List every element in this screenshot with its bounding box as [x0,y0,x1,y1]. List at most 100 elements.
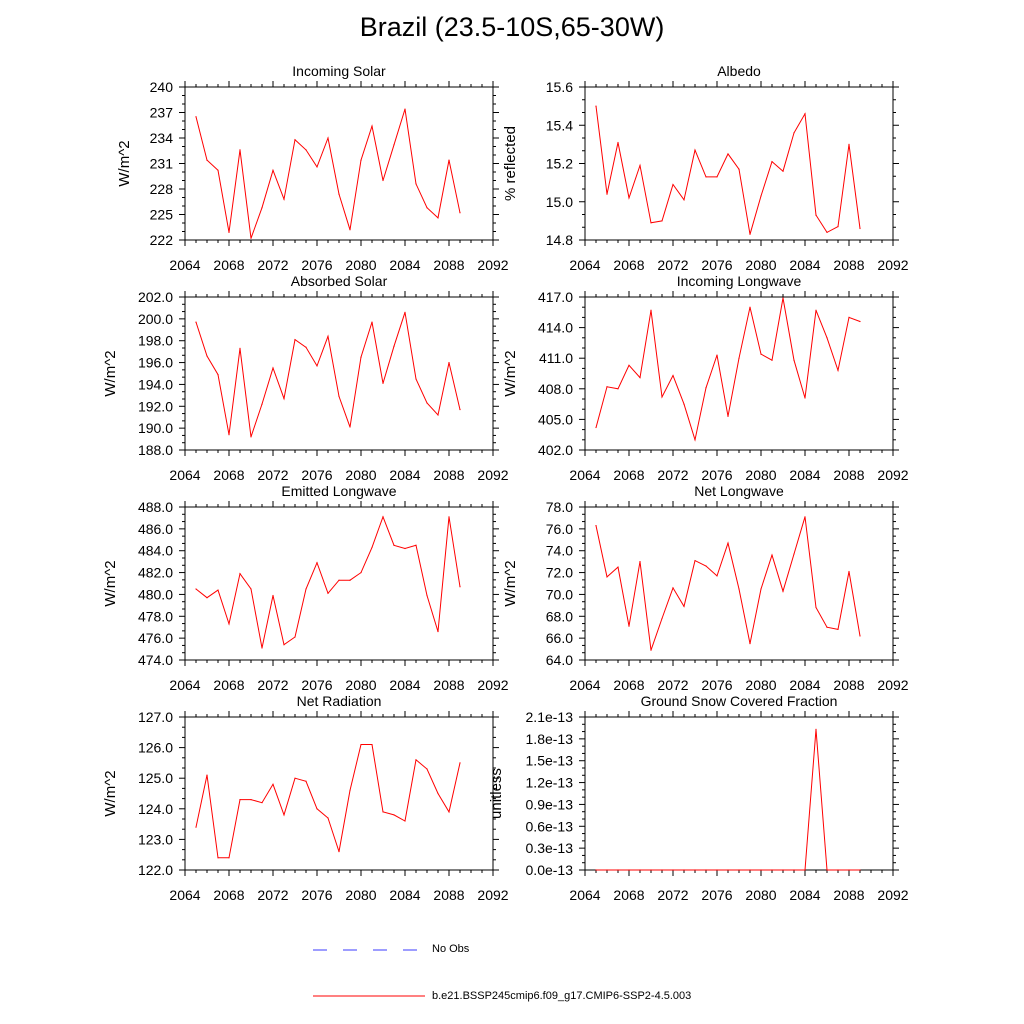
data-point [738,357,740,359]
data-point [749,869,751,871]
panel-emitted-longwave: Emitted Longwave 2064 2068 2072 2076 2080 2084… [102,483,509,693]
y-tick-label: 70.0 [546,586,573,602]
data-point [782,590,784,592]
data-point [338,193,340,195]
x-tick-label: 2080 [745,887,776,903]
x-tick-label: 2092 [477,887,508,903]
x-tick-label: 2080 [345,467,376,483]
x-tick-label: 2064 [169,887,200,903]
y-tick-label: 222 [150,232,174,248]
panel-title: Emitted Longwave [281,483,396,499]
data-point [217,169,219,171]
y-tick-label: 488.0 [138,499,173,515]
panel-title: Albedo [717,63,761,79]
data-point [272,169,274,171]
y-tick-label: 194.0 [138,376,173,392]
y-axis-label: unitless [488,768,505,819]
y-tick-label: 124.0 [138,801,173,817]
x-tick-label: 2088 [833,677,864,693]
data-point [782,297,784,299]
data-point [595,869,597,871]
y-tick-label: 1.5e-13 [526,753,574,769]
data-point [360,743,362,746]
data-point [760,869,762,871]
data-point [437,414,439,416]
x-tick-label: 2080 [745,677,776,693]
y-tick-label: 66.0 [546,630,573,646]
data-point [415,378,417,380]
series-line [195,744,461,859]
data-point [705,565,707,567]
panel-title: Net Longwave [694,483,784,499]
x-tick-label: 2072 [657,677,688,693]
y-tick-label: 64.0 [546,652,573,668]
panel-net-radiation: Net Radiation 2064 2068 2072 2076 2080 2084 208… [102,693,509,903]
y-tick-label: 78.0 [546,499,573,515]
data-point [639,376,641,379]
data-point [316,808,318,810]
y-axis-label: % reflected [502,126,519,201]
y-tick-label: 480.0 [138,586,173,602]
data-point [639,869,641,871]
y-tick-label: 72.0 [546,565,573,581]
data-point [371,321,373,323]
y-axis-label: W/m^2 [102,350,119,396]
data-point [316,365,318,367]
data-point [760,195,762,197]
data-point [404,820,406,822]
data-point [459,212,461,214]
data-point [848,869,850,871]
data-point [815,309,817,311]
data-point [415,544,417,546]
data-point [206,774,208,776]
x-tick-label: 2084 [789,257,820,273]
panel-title: Ground Snow Covered Fraction [641,693,838,709]
series-line [595,516,861,651]
data-point [639,561,641,563]
data-point [650,649,652,651]
data-point [338,579,340,581]
data-point [749,643,751,645]
data-point [228,623,230,625]
y-tick-label: 240 [150,79,174,95]
y-tick-label: 192.0 [138,398,173,414]
data-point [294,777,296,779]
data-point [815,728,817,730]
data-point [639,164,641,167]
x-tick-label: 2064 [569,887,600,903]
y-tick-label: 414.0 [538,320,573,336]
y-tick-label: 417.0 [538,289,573,305]
x-tick-label: 2072 [657,887,688,903]
data-point [239,799,241,801]
y-tick-label: 68.0 [546,608,573,624]
data-point [771,554,773,556]
data-point [793,869,795,871]
x-tick-label: 2088 [433,467,464,483]
data-point [837,226,839,228]
data-point [694,439,696,441]
data-point [261,802,263,804]
panel-absorbed-solar: Absorbed Solar 2064 2068 2072 2076 2080 2084 20… [102,273,509,483]
y-tick-label: 15.6 [546,79,573,95]
data-point [760,588,762,590]
y-tick-label: 0.0e-13 [526,862,574,878]
data-point [349,229,351,231]
y-tick-label: 15.2 [546,156,573,172]
data-point [206,159,208,161]
y-tick-label: 0.6e-13 [526,818,574,834]
data-point [595,426,597,429]
x-tick-label: 2068 [613,677,644,693]
data-point [382,382,384,384]
x-tick-label: 2080 [345,887,376,903]
data-point [316,166,318,168]
x-tick-label: 2076 [701,677,732,693]
data-point [738,588,740,590]
data-point [782,869,784,871]
x-tick-label: 2072 [657,257,688,273]
data-point [195,321,197,323]
data-point [683,869,685,871]
y-axis-label: W/m^2 [102,770,119,816]
x-tick-label: 2092 [477,467,508,483]
x-tick-label: 2088 [433,257,464,273]
data-point [617,388,619,390]
